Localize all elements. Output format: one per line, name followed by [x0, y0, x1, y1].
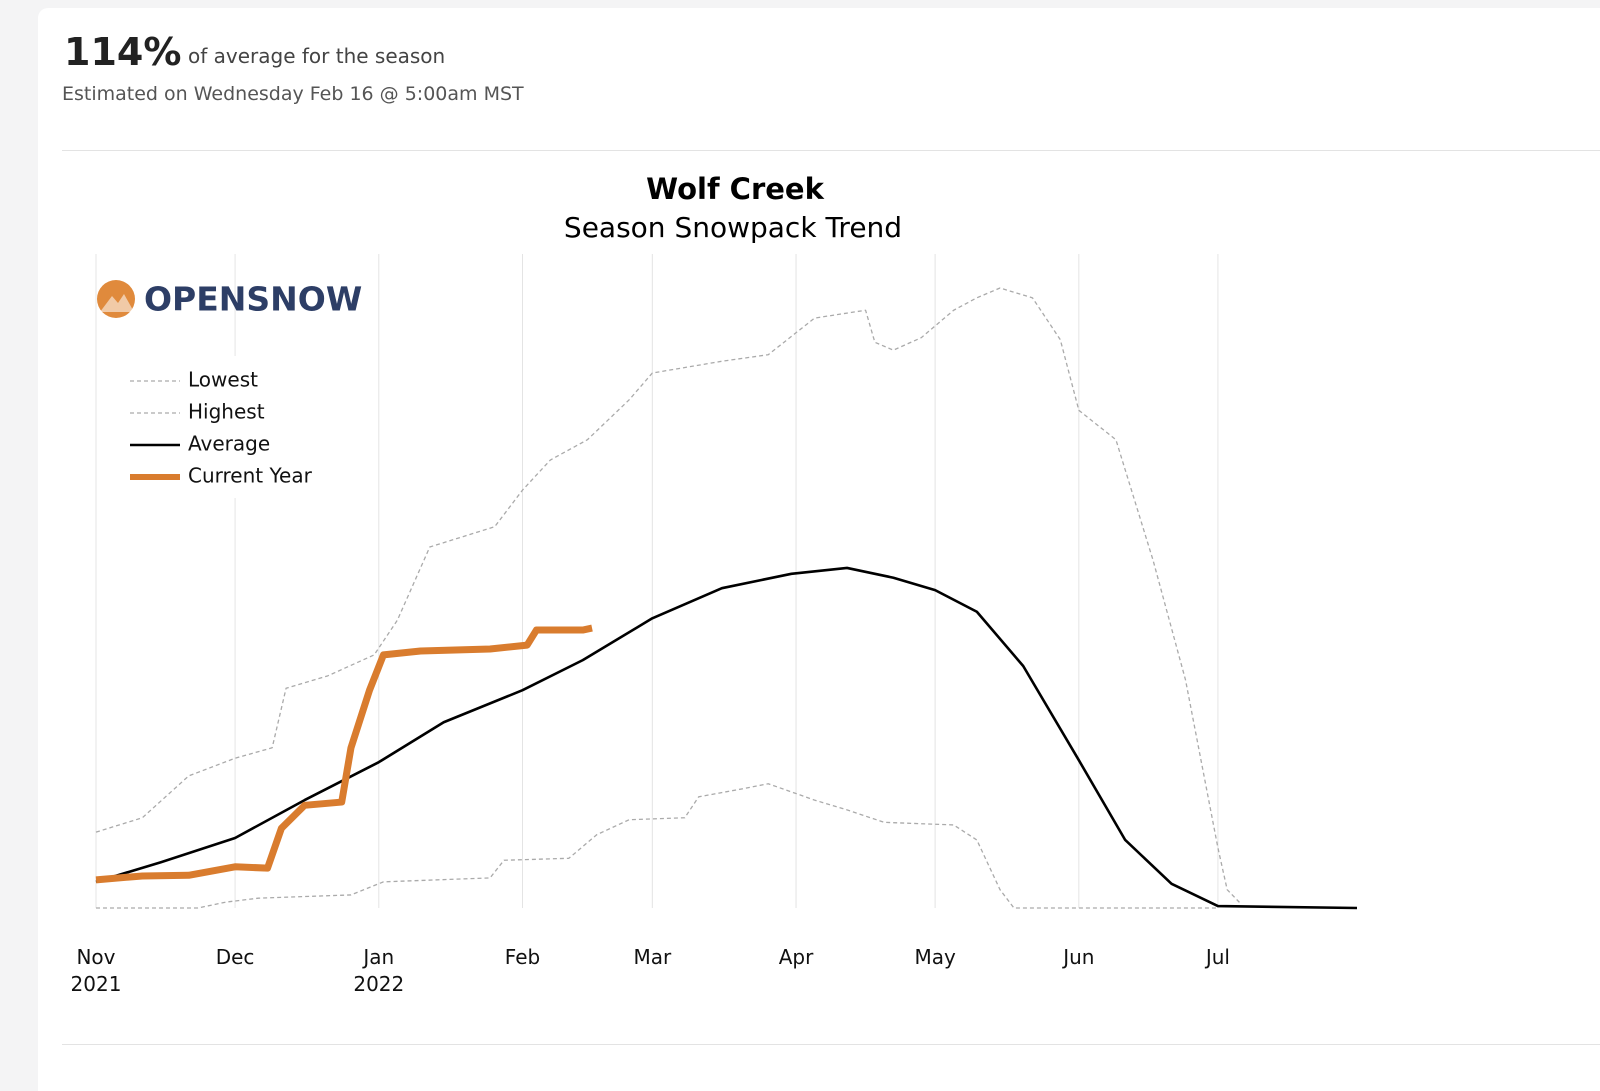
percent-caption: of average for the season	[188, 44, 446, 68]
percent: 114%	[64, 30, 182, 74]
legend-label: Current Year	[188, 464, 313, 488]
x-tick-label: Apr	[779, 945, 814, 969]
x-tick-label: Dec	[216, 945, 255, 969]
divider	[62, 1044, 1600, 1045]
x-tick-label: Jul	[1204, 945, 1230, 969]
series-line	[95, 287, 1242, 905]
legend-label: Highest	[188, 400, 265, 424]
x-tick-label: Jan 2022	[353, 945, 404, 996]
x-tick-label: Nov 2021	[71, 945, 122, 996]
chart-title: Wolf Creek	[646, 172, 824, 206]
logo-text: OPENSNOW	[144, 280, 362, 319]
chart-subtitle: Season Snowpack Trend	[564, 211, 902, 244]
x-tick-label: Jun	[1061, 945, 1094, 969]
series-line	[95, 566, 1358, 910]
logo-icon	[97, 280, 135, 318]
logo-icon-peak	[100, 294, 134, 312]
legend-label: Lowest	[188, 368, 258, 392]
logo: OPENSNOW	[97, 280, 362, 319]
series-line	[95, 624, 593, 884]
series-line	[96, 783, 1218, 909]
x-tick-label: May	[914, 945, 956, 969]
estimate: Estimated on Wednesday Feb 16 @ 5:00am M…	[62, 83, 524, 105]
card: 114% of average for the season Estimated…	[38, 8, 1600, 1091]
x-tick-label: Feb	[505, 945, 540, 969]
legend-label: Average	[188, 432, 270, 456]
divider	[62, 150, 1600, 151]
x-tick-label: Mar	[633, 945, 672, 969]
